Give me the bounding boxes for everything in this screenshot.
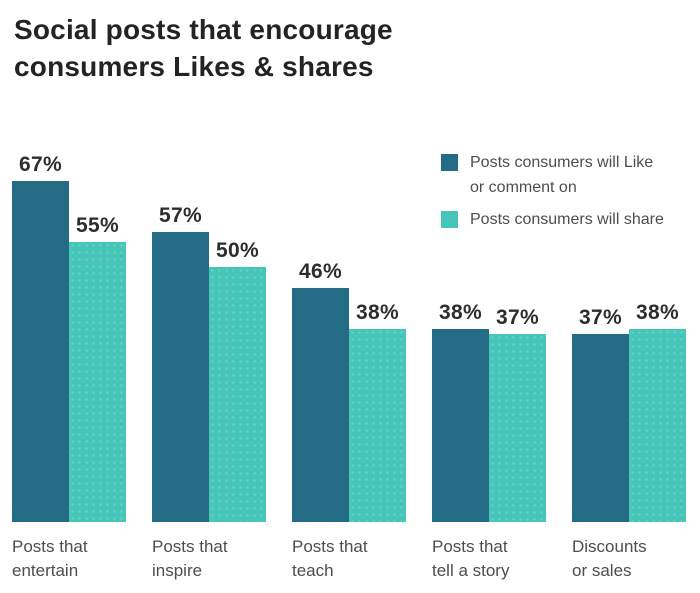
legend-label-share: Posts consumers will share (470, 207, 664, 232)
legend-label-share-line1: Posts consumers will share (470, 211, 664, 228)
bar-share-1 (209, 267, 266, 522)
bar-like-4 (572, 334, 629, 522)
legend-label-like-comment-line1: Posts consumers will Like (470, 154, 654, 171)
value-label-share-3: 37% (496, 306, 539, 329)
value-label-like-0: 67% (19, 153, 62, 176)
bar-like-0 (12, 181, 69, 522)
value-label-like-4: 37% (579, 306, 622, 329)
bar-like-2 (292, 288, 349, 522)
chart-title: Social posts that encourage consumers Lik… (14, 11, 393, 85)
legend-item-share: Posts consumers will share (441, 207, 664, 232)
value-label-share-1: 50% (216, 239, 259, 262)
bar-like-3 (432, 329, 489, 522)
category-label-2: Posts that teach (292, 537, 368, 580)
value-label-share-2: 38% (356, 301, 399, 324)
value-label-share-4: 38% (636, 301, 679, 324)
bar-share-0 (69, 242, 126, 522)
bar-share-4 (629, 329, 686, 522)
legend-item-like-comment: Posts consumers will Like or comment on (441, 150, 653, 200)
legend-swatch-share (441, 211, 458, 228)
value-label-share-0: 55% (76, 214, 119, 237)
value-label-like-3: 38% (439, 301, 482, 324)
value-label-like-1: 57% (159, 204, 202, 227)
chart-title-line2: consumers Likes & shares (14, 51, 374, 82)
bar-share-2 (349, 329, 406, 522)
bar-like-1 (152, 232, 209, 522)
category-label-3: Posts that tell a story (432, 537, 510, 580)
legend-label-like-comment-line2: or comment on (470, 179, 577, 196)
category-label-4: Discounts or sales (572, 537, 647, 580)
chart-title-line1: Social posts that encourage (14, 14, 393, 45)
value-label-like-2: 46% (299, 260, 342, 283)
legend-label-like-comment: Posts consumers will Like or comment on (470, 150, 653, 200)
category-label-0: Posts that entertain (12, 537, 88, 580)
legend-swatch-like-comment (441, 154, 458, 171)
bar-share-3 (489, 334, 546, 522)
category-label-1: Posts that inspire (152, 537, 228, 580)
